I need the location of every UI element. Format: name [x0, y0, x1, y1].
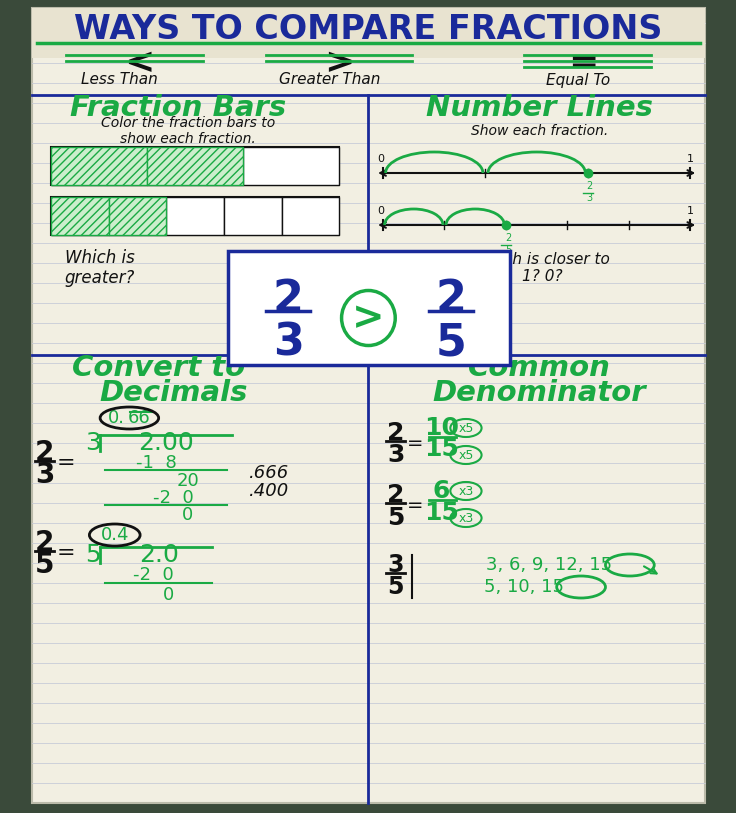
Text: 2: 2	[436, 277, 467, 320]
Text: 2: 2	[273, 277, 304, 320]
Text: WAYS TO COMPARE FRACTIONS: WAYS TO COMPARE FRACTIONS	[74, 14, 662, 46]
Text: Less Than: Less Than	[81, 72, 158, 88]
Text: 10: 10	[424, 416, 459, 440]
Text: -2  0: -2 0	[133, 566, 174, 584]
Text: 6: 6	[433, 479, 450, 503]
Bar	[52, 197, 109, 235]
Text: Which is
greater?: Which is greater?	[65, 249, 135, 288]
Bar	[282, 197, 339, 235]
Bar	[224, 197, 282, 235]
Bar	[52, 197, 109, 235]
Text: 66: 66	[128, 409, 151, 427]
Text: >: >	[352, 299, 385, 337]
Text: 0.: 0.	[108, 409, 125, 427]
Text: =: =	[568, 46, 598, 80]
Text: .400: .400	[250, 482, 290, 500]
Text: Color the fraction bars to
show each fraction.: Color the fraction bars to show each fra…	[101, 116, 275, 146]
Bar	[147, 147, 243, 185]
Text: >: >	[324, 46, 354, 80]
Text: 2: 2	[587, 181, 593, 191]
Text: 0: 0	[163, 586, 174, 604]
Text: x5: x5	[459, 421, 474, 434]
Text: 3: 3	[387, 553, 404, 577]
Text: Common: Common	[467, 354, 611, 382]
Text: 3: 3	[587, 193, 593, 203]
Bar	[32, 8, 705, 58]
Bar	[52, 147, 147, 185]
Text: 2.0: 2.0	[138, 543, 179, 567]
Text: 5: 5	[505, 245, 511, 255]
Text: 3: 3	[35, 461, 54, 489]
Text: =: =	[407, 433, 423, 453]
Text: -2  0: -2 0	[153, 489, 194, 507]
Text: x3: x3	[459, 511, 473, 524]
Text: Fraction Bars: Fraction Bars	[70, 94, 286, 122]
Text: 5: 5	[387, 575, 404, 599]
Text: 3: 3	[273, 321, 304, 364]
Ellipse shape	[342, 290, 395, 346]
Text: Number Lines: Number Lines	[425, 94, 653, 122]
Bar	[166, 197, 224, 235]
Text: 1: 1	[687, 154, 694, 164]
Text: x5: x5	[459, 449, 474, 462]
Bar	[243, 147, 339, 185]
Bar	[147, 147, 243, 185]
Text: 2.00: 2.00	[138, 431, 194, 455]
Text: =: =	[407, 495, 423, 515]
Text: 3: 3	[85, 431, 102, 455]
Text: 5: 5	[85, 543, 101, 567]
Bar	[109, 197, 166, 235]
Text: 0: 0	[378, 206, 385, 216]
Text: 5: 5	[436, 321, 467, 364]
Text: 1: 1	[687, 206, 694, 216]
Text: Show each fraction.: Show each fraction.	[470, 124, 608, 138]
Text: Which is closer to
1? 0?: Which is closer to 1? 0?	[475, 252, 609, 285]
Bar	[109, 197, 166, 235]
Text: 15: 15	[424, 437, 459, 461]
FancyBboxPatch shape	[228, 251, 510, 365]
Text: x3: x3	[459, 485, 473, 498]
Bar	[52, 147, 147, 185]
Text: 5: 5	[387, 506, 404, 530]
Text: =: =	[57, 543, 75, 563]
Text: Decimals: Decimals	[99, 379, 247, 407]
Text: =: =	[57, 453, 75, 473]
Text: -1  8: -1 8	[136, 454, 177, 472]
Text: 2: 2	[35, 439, 54, 467]
Text: 3, 6, 9, 12, 15: 3, 6, 9, 12, 15	[486, 556, 612, 574]
Text: 0: 0	[183, 506, 194, 524]
Text: 0: 0	[378, 154, 385, 164]
Bar	[52, 147, 339, 185]
Text: 5: 5	[35, 551, 54, 579]
Text: 0.4: 0.4	[101, 526, 129, 544]
Text: Denominator: Denominator	[432, 379, 646, 407]
Text: 2: 2	[35, 529, 54, 557]
Text: 20: 20	[177, 472, 199, 490]
Text: .666: .666	[250, 464, 290, 482]
Bar	[52, 197, 339, 235]
Text: 5, 10, 15: 5, 10, 15	[484, 578, 565, 596]
Text: <: <	[124, 46, 155, 80]
Text: Convert to: Convert to	[72, 354, 245, 382]
Text: Equal To: Equal To	[546, 72, 610, 88]
Text: 2: 2	[505, 233, 511, 243]
Text: 2: 2	[387, 483, 404, 507]
Text: 3: 3	[387, 443, 404, 467]
Text: Greater Than: Greater Than	[279, 72, 380, 88]
Text: 15: 15	[424, 501, 459, 525]
Text: 2: 2	[387, 421, 404, 445]
